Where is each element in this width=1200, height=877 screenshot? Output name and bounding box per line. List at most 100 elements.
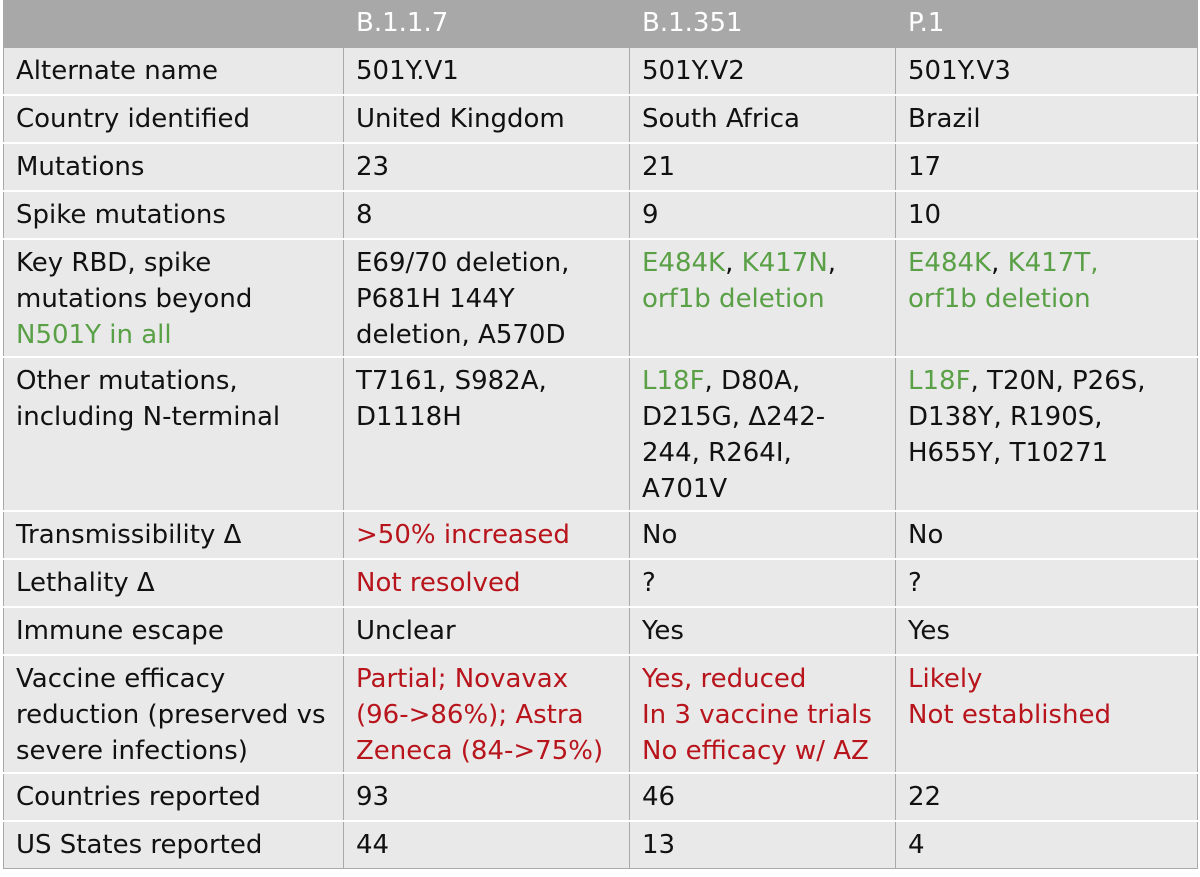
cell-text: P681H 144Y xyxy=(356,284,515,314)
cell-text: Other mutations, xyxy=(16,366,238,396)
cell-text: , xyxy=(991,248,1008,278)
table-row-other-mutations-including-n-terminal: Other mutations, including N-terminal T716… xyxy=(3,357,1198,512)
cell-line: E484K, K417T, xyxy=(908,245,1185,281)
cell-b117: E69/70 deletion, P681H 144Y deletion, A570… xyxy=(343,239,630,358)
red-text: Yes, reduced xyxy=(642,664,807,694)
cell-b117: 501Y.V1 xyxy=(343,47,630,96)
row-label: US States reported xyxy=(3,821,344,869)
cell-line: D215G, Δ242- xyxy=(642,399,883,435)
header-cell-blank xyxy=(3,0,344,48)
cell-text: Yes xyxy=(908,616,950,646)
header-cell-b117: B.1.1.7 xyxy=(343,0,630,48)
cell-line: severe infections) xyxy=(16,733,331,769)
cell-text: 46 xyxy=(642,782,676,812)
cell-text: 22 xyxy=(908,782,942,812)
red-text: Zeneca (84->75%) xyxy=(356,736,604,766)
cell-line: Spike mutations xyxy=(16,200,226,230)
cell-text: 9 xyxy=(642,200,659,230)
cell-text: 244, R264I, xyxy=(642,438,792,468)
cell-text: 501Y.V2 xyxy=(642,56,745,86)
table-row-mutations: Mutations 23 21 17 xyxy=(3,143,1198,192)
cell-text: 21 xyxy=(642,152,676,182)
cell-line: No xyxy=(908,517,1185,553)
cell-p1: 17 xyxy=(895,143,1198,192)
cell-line: D138Y, R190S, xyxy=(908,399,1185,435)
red-text: Not established xyxy=(908,700,1111,730)
header-row: B.1.1.7 B.1.351 P.1 xyxy=(3,0,1198,48)
cell-p1: Yes xyxy=(895,607,1198,656)
cell-b1351: Yes xyxy=(629,607,896,656)
cell-text: ? xyxy=(908,568,922,598)
green-text: K417T, xyxy=(1007,248,1099,278)
cell-line: L18F, D80A, xyxy=(642,363,883,399)
cell-text: 17 xyxy=(908,152,942,182)
table-row-alternate-name: Alternate name 501Y.V1 501Y.V2 501Y.V3 xyxy=(3,47,1198,96)
cell-p1: L18F, T20N, P26S, D138Y, R190S, H655Y, T10… xyxy=(895,357,1198,512)
cell-text: 13 xyxy=(642,830,676,860)
cell-line: T7161, S982A, xyxy=(356,363,617,399)
cell-text: Vaccine efficacy xyxy=(16,664,226,694)
cell-p1: 501Y.V3 xyxy=(895,47,1198,96)
cell-text: South Africa xyxy=(642,104,800,134)
cell-line: Countries reported xyxy=(16,782,261,812)
row-label: Lethality Δ xyxy=(3,559,344,608)
cell-line: 501Y.V3 xyxy=(908,53,1185,89)
cell-text: 501Y.V1 xyxy=(356,56,459,86)
cell-text: United Kingdom xyxy=(356,104,565,134)
row-label: Country identified xyxy=(3,95,344,144)
cell-line: orf1b deletion xyxy=(642,281,883,317)
red-text: >50% increased xyxy=(356,520,570,550)
cell-line: 9 xyxy=(642,197,883,233)
cell-line: H655Y, T10271 xyxy=(908,435,1185,471)
cell-b1351: L18F, D80A, D215G, Δ242- 244, R264I, A701V xyxy=(629,357,896,512)
table-row-lethality: Lethality Δ Not resolved?? xyxy=(3,559,1198,608)
cell-text: reduction (preserved vs xyxy=(16,700,326,730)
cell-line: Yes xyxy=(642,613,883,649)
table-row-immune-escape: Immune escape Unclear Yes Yes xyxy=(3,607,1198,656)
green-text: E484K xyxy=(908,248,992,278)
cell-line: Key RBD, spike xyxy=(16,245,331,281)
cell-b1351: E484K, K417N, orf1b deletion xyxy=(629,239,896,358)
table-header: B.1.1.7 B.1.351 P.1 xyxy=(3,0,1198,48)
cell-line: 23 xyxy=(356,149,617,185)
cell-line: Other mutations, xyxy=(16,363,331,399)
cell-p1: Brazil xyxy=(895,95,1198,144)
cell-text: D215G, Δ242- xyxy=(642,402,826,432)
cell-line: 10 xyxy=(908,197,1185,233)
cell-line: 21 xyxy=(642,149,883,185)
cell-line: No xyxy=(642,517,883,553)
cell-line: Not resolved xyxy=(356,565,617,601)
row-label: Other mutations, including N-terminal xyxy=(3,357,344,512)
cell-line: 4 xyxy=(908,827,1185,863)
red-text: No efficacy w/ AZ xyxy=(642,736,869,766)
cell-line: US States reported xyxy=(16,830,263,860)
cell-line: ? xyxy=(642,565,883,601)
cell-line: deletion, A570D xyxy=(356,317,617,353)
green-text: E484K xyxy=(642,248,726,278)
cell-text: Yes xyxy=(642,616,684,646)
cell-line: 8 xyxy=(356,197,617,233)
table-row-transmissibility: Transmissibility Δ >50% increased No No xyxy=(3,511,1198,560)
cell-line: mutations beyond xyxy=(16,281,331,317)
cell-line: >50% increased xyxy=(356,517,617,553)
row-label: Mutations xyxy=(3,143,344,192)
cell-b117: 23 xyxy=(343,143,630,192)
cell-text: 10 xyxy=(908,200,942,230)
cell-line: 501Y.V1 xyxy=(356,53,617,89)
red-text: Partial; Novavax xyxy=(356,664,569,694)
cell-b1351: ? xyxy=(629,559,896,608)
red-text: Not resolved xyxy=(356,568,521,598)
row-label: Immune escape xyxy=(3,607,344,656)
cell-line: Brazil xyxy=(908,101,1185,137)
cell-text: mutations beyond xyxy=(16,284,253,314)
row-label: Transmissibility Δ xyxy=(3,511,344,560)
cell-b117: Partial; Novavax (96->86%); Astra Zeneca (… xyxy=(343,655,630,774)
cell-line: 17 xyxy=(908,149,1185,185)
cell-line: 44 xyxy=(356,827,617,863)
cell-line: A701V xyxy=(642,471,883,507)
cell-line: P681H 144Y xyxy=(356,281,617,317)
cell-line: Alternate name xyxy=(16,56,219,86)
green-text: orf1b deletion xyxy=(642,284,825,314)
green-text: L18F xyxy=(908,366,971,396)
green-text: L18F xyxy=(642,366,705,396)
